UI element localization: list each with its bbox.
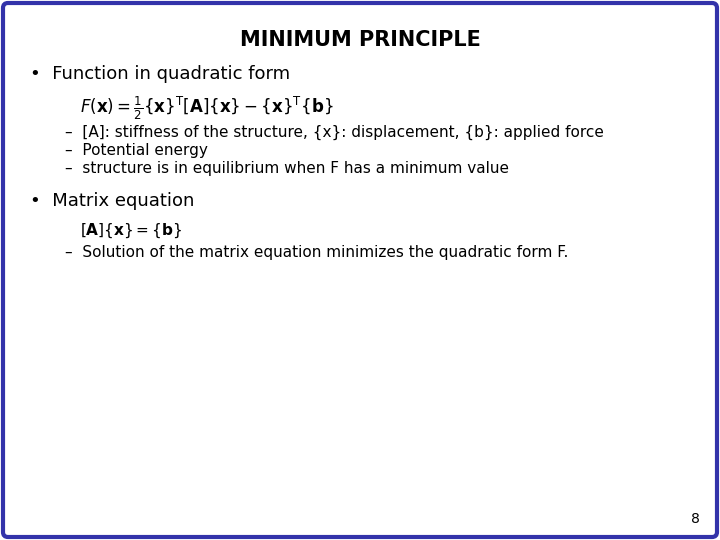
Text: MINIMUM PRINCIPLE: MINIMUM PRINCIPLE	[240, 30, 480, 50]
Text: $F(\mathbf{x}) = \frac{1}{2}\{\mathbf{x}\}^\mathsf{T}[\mathbf{A}]\{\mathbf{x}\} : $F(\mathbf{x}) = \frac{1}{2}\{\mathbf{x}…	[80, 95, 333, 123]
Text: –  structure is in equilibrium when F has a minimum value: – structure is in equilibrium when F has…	[65, 161, 509, 176]
Text: •  Function in quadratic form: • Function in quadratic form	[30, 65, 290, 83]
Text: –  Potential energy: – Potential energy	[65, 143, 208, 158]
FancyBboxPatch shape	[3, 3, 717, 537]
Text: $[\mathbf{A}]\{\mathbf{x}\} = \{\mathbf{b}\}$: $[\mathbf{A}]\{\mathbf{x}\} = \{\mathbf{…	[80, 222, 182, 240]
Text: •  Matrix equation: • Matrix equation	[30, 192, 194, 210]
Text: 8: 8	[691, 512, 700, 526]
Text: –  Solution of the matrix equation minimizes the quadratic form F.: – Solution of the matrix equation minimi…	[65, 245, 568, 260]
Text: –  [A]: stiffness of the structure, {x}: displacement, {b}: applied force: – [A]: stiffness of the structure, {x}: …	[65, 125, 604, 140]
